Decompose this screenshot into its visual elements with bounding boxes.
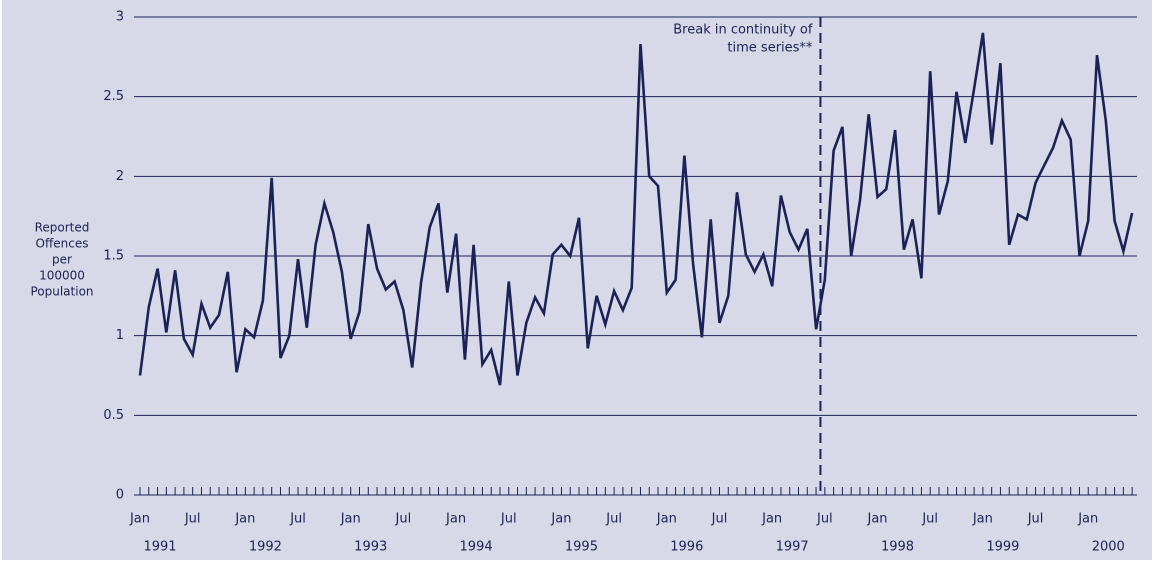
x-tick-label: Jul	[711, 512, 728, 527]
y-tick-label: 3	[116, 10, 124, 25]
y-tick-label: 2.5	[103, 89, 124, 104]
x-tick-label: Jan	[445, 512, 466, 527]
data-line	[138, 32, 1134, 386]
y-tick-label: 1	[116, 328, 124, 343]
year-label: 1991	[143, 540, 176, 555]
x-tick-label: Jul	[395, 512, 412, 527]
x-tick-label: Jul	[184, 512, 201, 527]
y-axis-label: per	[52, 253, 72, 267]
x-tick-label: Jan	[340, 512, 361, 527]
year-label: 1993	[354, 540, 387, 555]
x-tick-label: Jan	[550, 512, 571, 527]
year-label: 1998	[881, 540, 914, 555]
x-tick-label: Jan	[761, 512, 782, 527]
x-tick-label: Jul	[816, 512, 833, 527]
annotation: time series**	[727, 41, 813, 56]
y-tick-label: 0.5	[103, 408, 124, 423]
year-label: 1994	[460, 540, 493, 555]
y-axis-label: Reported	[35, 221, 90, 235]
year-label: 1992	[249, 540, 282, 555]
year-label: 1997	[776, 540, 809, 555]
y-axis-label: Population	[30, 285, 93, 299]
x-tick-label: Jan	[972, 512, 993, 527]
x-tick-label: Jan	[656, 512, 677, 527]
y-axis-label: 100000	[39, 269, 85, 283]
x-tick-label: Jan	[129, 512, 150, 527]
year-label: 2000	[1092, 540, 1125, 555]
x-tick-label: Jan	[234, 512, 255, 527]
year-label: 1996	[670, 540, 703, 555]
y-tick-label: 1.5	[103, 249, 124, 264]
x-tick-label: Jul	[289, 512, 306, 527]
x-tick-label: Jan	[866, 512, 887, 527]
year-label: 1999	[986, 540, 1019, 555]
annotation: Break in continuity of	[673, 23, 813, 38]
x-tick-label: Jul	[605, 512, 622, 527]
x-tick-label: Jan	[1077, 512, 1098, 527]
x-tick-label: Jul	[921, 512, 938, 527]
x-tick-label: Jul	[1027, 512, 1044, 527]
x-tick-label: Jul	[500, 512, 517, 527]
y-axis-label: Offences	[36, 237, 89, 251]
y-tick-label: 2	[116, 169, 124, 184]
year-label: 1995	[565, 540, 598, 555]
y-tick-label: 0	[116, 488, 124, 503]
